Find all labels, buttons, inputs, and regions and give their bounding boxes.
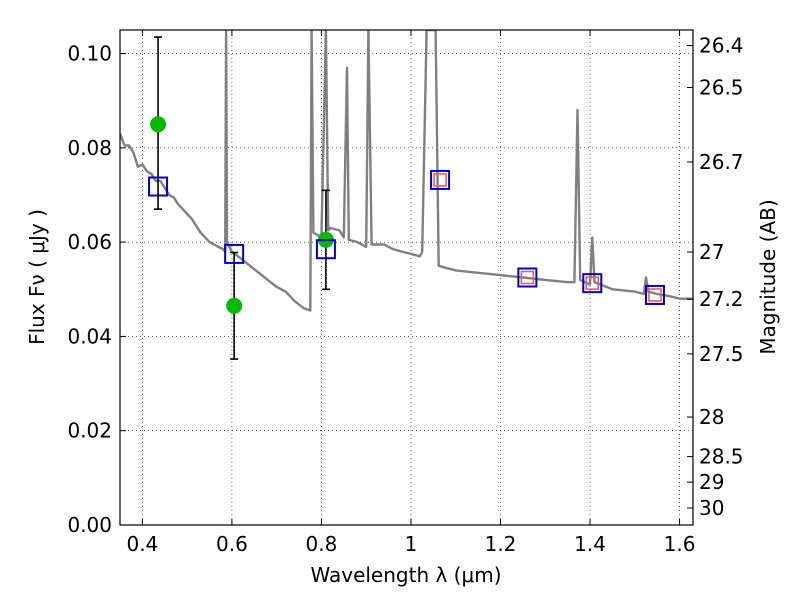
y-tick-label: 0.08 (67, 136, 112, 160)
spectrum-line (120, 30, 693, 312)
observed-point (226, 297, 243, 314)
tick-labels: 0.4 0.6 0.8 1 1.2 1.4 1.6 0.00 0.02 0.04 0.06 0.08 0… (67, 34, 743, 556)
right-tick-label: 30 (699, 496, 724, 520)
right-tick-label: 28 (699, 405, 724, 429)
observed-point (150, 116, 167, 133)
model-point-red (520, 270, 535, 285)
right-tick-label: 26.7 (699, 150, 744, 174)
y-tick-label: 0.10 (67, 42, 112, 66)
model-point-blue (315, 239, 336, 260)
model-point-blue (582, 273, 603, 294)
model-point-red (433, 173, 447, 187)
data-layer (120, 30, 693, 360)
y-tick-label: 0.06 (67, 230, 112, 254)
right-tick-label: 29 (699, 470, 724, 494)
x-tick-label: 0.4 (126, 532, 158, 556)
x-tick-label: 0.6 (216, 532, 248, 556)
model-point-blue (517, 267, 538, 288)
y-tick-label: 0.02 (67, 419, 112, 443)
right-tick-label: 26.5 (699, 76, 744, 100)
model-point-red (648, 288, 662, 302)
right-tick-label: 27 (699, 240, 724, 264)
plot-frame (119, 29, 694, 526)
y-axis-label-right: Magnitude (AB) (756, 199, 780, 354)
x-tick-label: 1.6 (664, 532, 696, 556)
x-tick-label: 1 (405, 532, 418, 556)
x-tick-label: 1.4 (574, 532, 606, 556)
model-point-blue (148, 176, 169, 197)
x-tick-label: 0.8 (306, 532, 338, 556)
model-point-blue (644, 284, 665, 305)
model-point-blue (224, 243, 245, 264)
y-axis-label: Flux Fν ( μJy ) (25, 209, 49, 345)
plot-background (120, 30, 693, 525)
x-axis-label: Wavelength λ (μm) (310, 563, 501, 587)
y-tick-label: 0.04 (67, 324, 112, 348)
right-tick-label: 26.4 (699, 34, 744, 58)
y-tick-label: 0.00 (67, 513, 112, 537)
model-point-blue (430, 169, 451, 190)
tick-marks (120, 30, 693, 526)
grid-lines (120, 30, 693, 526)
right-tick-label: 28.5 (699, 445, 744, 469)
right-tick-label: 27.5 (699, 342, 744, 366)
x-tick-label: 1.2 (485, 532, 517, 556)
model-point-red (585, 276, 600, 290)
right-tick-label: 27.2 (699, 287, 744, 311)
